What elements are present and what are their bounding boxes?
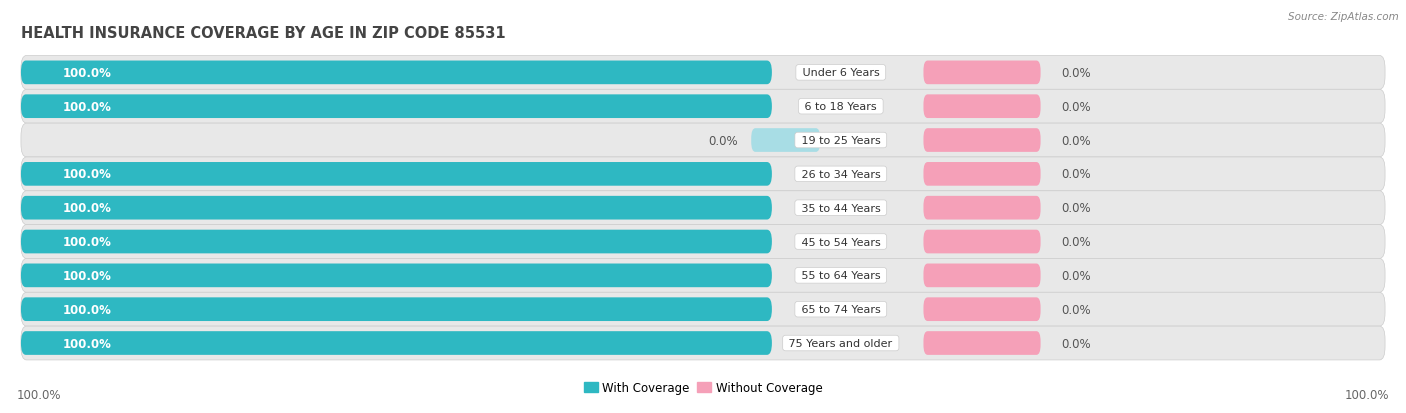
FancyBboxPatch shape: [21, 326, 1385, 360]
Text: 0.0%: 0.0%: [1062, 337, 1091, 350]
Text: 26 to 34 Years: 26 to 34 Years: [797, 169, 884, 179]
FancyBboxPatch shape: [924, 129, 1040, 152]
Text: 55 to 64 Years: 55 to 64 Years: [797, 271, 884, 281]
Text: 0.0%: 0.0%: [1062, 67, 1091, 80]
Text: Source: ZipAtlas.com: Source: ZipAtlas.com: [1288, 12, 1399, 22]
Text: 0.0%: 0.0%: [1062, 168, 1091, 181]
Text: 100.0%: 100.0%: [62, 303, 111, 316]
Text: 100.0%: 100.0%: [62, 269, 111, 282]
FancyBboxPatch shape: [924, 298, 1040, 321]
Text: 0.0%: 0.0%: [1062, 134, 1091, 147]
FancyBboxPatch shape: [21, 331, 772, 355]
FancyBboxPatch shape: [21, 158, 1385, 191]
Text: 0.0%: 0.0%: [707, 134, 738, 147]
Text: 65 to 74 Years: 65 to 74 Years: [797, 304, 884, 314]
FancyBboxPatch shape: [21, 264, 772, 287]
Text: 100.0%: 100.0%: [62, 100, 111, 114]
Legend: With Coverage, Without Coverage: With Coverage, Without Coverage: [579, 377, 827, 399]
Text: 100.0%: 100.0%: [62, 202, 111, 215]
FancyBboxPatch shape: [924, 196, 1040, 220]
FancyBboxPatch shape: [21, 298, 772, 321]
Text: 100.0%: 100.0%: [62, 168, 111, 181]
FancyBboxPatch shape: [21, 292, 1385, 326]
Text: 100.0%: 100.0%: [62, 337, 111, 350]
Text: Under 6 Years: Under 6 Years: [799, 68, 883, 78]
FancyBboxPatch shape: [21, 124, 1385, 158]
FancyBboxPatch shape: [21, 56, 1385, 90]
Text: 100.0%: 100.0%: [62, 67, 111, 80]
Text: 75 Years and older: 75 Years and older: [786, 338, 896, 348]
Text: 100.0%: 100.0%: [1344, 388, 1389, 401]
Text: 100.0%: 100.0%: [62, 235, 111, 249]
Text: 100.0%: 100.0%: [17, 388, 62, 401]
FancyBboxPatch shape: [924, 95, 1040, 119]
Text: 0.0%: 0.0%: [1062, 235, 1091, 249]
FancyBboxPatch shape: [21, 163, 772, 186]
FancyBboxPatch shape: [21, 191, 1385, 225]
Text: 0.0%: 0.0%: [1062, 269, 1091, 282]
FancyBboxPatch shape: [21, 62, 772, 85]
FancyBboxPatch shape: [924, 331, 1040, 355]
Text: 19 to 25 Years: 19 to 25 Years: [797, 136, 884, 146]
FancyBboxPatch shape: [21, 259, 1385, 292]
Text: 6 to 18 Years: 6 to 18 Years: [801, 102, 880, 112]
FancyBboxPatch shape: [21, 225, 1385, 259]
FancyBboxPatch shape: [924, 230, 1040, 254]
Text: 0.0%: 0.0%: [1062, 202, 1091, 215]
Text: 45 to 54 Years: 45 to 54 Years: [797, 237, 884, 247]
FancyBboxPatch shape: [924, 62, 1040, 85]
FancyBboxPatch shape: [21, 230, 772, 254]
Text: 0.0%: 0.0%: [1062, 100, 1091, 114]
FancyBboxPatch shape: [21, 196, 772, 220]
Text: HEALTH INSURANCE COVERAGE BY AGE IN ZIP CODE 85531: HEALTH INSURANCE COVERAGE BY AGE IN ZIP …: [21, 26, 506, 41]
Text: 0.0%: 0.0%: [1062, 303, 1091, 316]
FancyBboxPatch shape: [21, 90, 1385, 124]
FancyBboxPatch shape: [21, 95, 772, 119]
FancyBboxPatch shape: [751, 129, 820, 152]
FancyBboxPatch shape: [924, 264, 1040, 287]
FancyBboxPatch shape: [924, 163, 1040, 186]
Text: 35 to 44 Years: 35 to 44 Years: [797, 203, 884, 213]
